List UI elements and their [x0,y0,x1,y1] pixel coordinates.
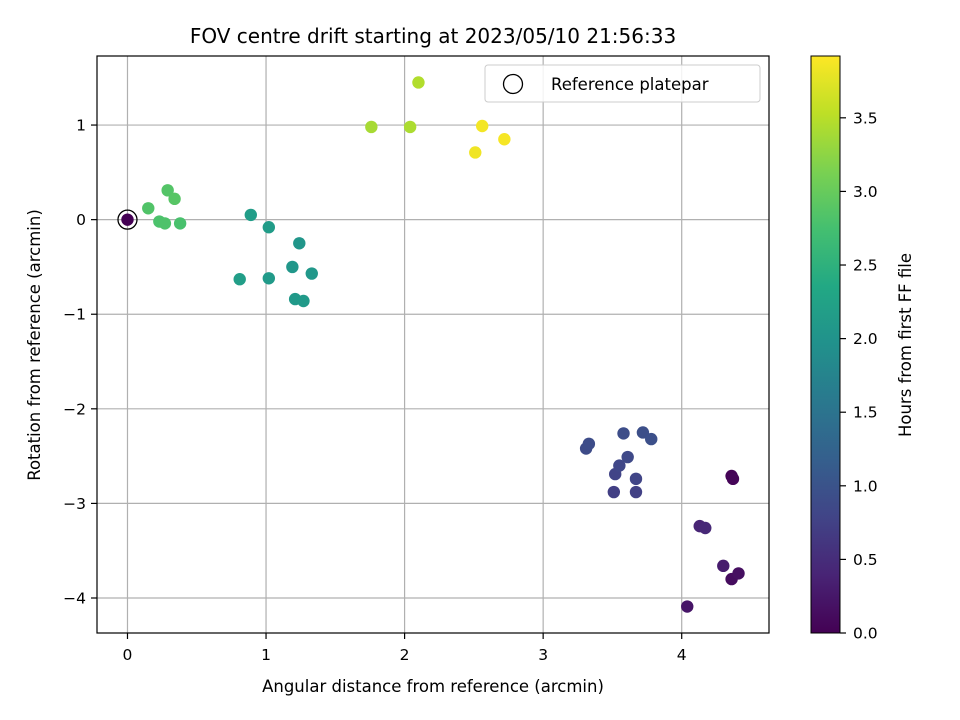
y-tick-label: −3 [63,495,86,513]
data-point [158,217,172,230]
colorbar: 0.0 0.5 1.0 1.5 2.0 2.5 3.0 3.5 Hours from firs… [810,55,915,643]
data-point [262,272,276,285]
data-point [244,208,257,222]
data-point [732,567,745,580]
x-tick-label: 0 [123,646,133,664]
data-point [717,559,730,573]
data-point [403,120,417,134]
colorbar-tick-label: 1.0 [853,477,878,495]
data-point [161,184,174,197]
y-tick-label: −4 [63,590,86,608]
data-point [636,426,650,439]
colorbar-tick-label: 0.5 [853,551,878,569]
data-point [142,202,155,215]
data-point [365,120,378,134]
data-point [121,213,134,226]
data-point [613,459,626,472]
data-point [582,437,596,451]
data-point [297,294,310,308]
x-tick-label: 1 [261,646,271,664]
data-point [233,273,246,286]
x-tick-label: 4 [677,646,687,664]
x-axis-ticks: 0 1 2 3 4 [123,633,687,664]
legend-entry-reference: Reference platepar [551,75,709,94]
data-point [699,521,712,535]
legend: Reference platepar [484,64,761,103]
colorbar-tick-label: 2.5 [853,257,878,275]
data-point [629,472,643,486]
data-point [412,76,425,89]
data-point [607,485,621,499]
data-point [681,600,694,613]
data-point [498,133,511,146]
data-point [621,450,634,464]
colorbar-ticks: 0.0 0.5 1.0 1.5 2.0 2.5 3.0 3.5 [840,109,878,643]
x-tick-label: 2 [400,646,410,664]
y-tick-label: −2 [63,400,86,418]
data-point [293,237,306,250]
y-tick-label: 1 [76,117,86,135]
colorbar-tick-label: 3.5 [853,109,878,127]
y-tick-label: −1 [63,306,86,324]
legend-frame [484,64,761,103]
data-point [286,260,299,274]
colorbar-tick-label: 3.0 [853,183,878,201]
y-axis-label: Rotation from reference (arcmin) [25,209,44,481]
colorbar-tick-label: 2.0 [853,330,878,348]
legend-marker-reference [502,73,524,95]
reference-platepar-marker [117,209,138,230]
y-tick-label: 0 [76,211,86,229]
data-point [262,221,276,234]
data-point [645,432,658,446]
data-point [173,217,187,230]
x-tick-label: 3 [538,646,548,664]
data-point [469,146,482,159]
x-axis-label: Angular distance from reference (arcmin) [262,677,604,696]
data-point [305,267,318,280]
data-point [168,192,181,206]
data-point [726,472,740,486]
plot-area-frame [96,55,770,634]
grid [97,56,769,633]
colorbar-tick-label: 1.5 [853,404,878,422]
data-points [117,76,745,613]
colorbar-tick-label: 0.0 [853,625,878,643]
colorbar-gradient [810,55,841,634]
y-axis-ticks: 1 0 −1 −2 −3 −4 [63,117,97,608]
data-point [617,427,630,440]
chart-title: FOV centre drift starting at 2023/05/10 … [190,24,676,48]
data-point [475,119,489,133]
colorbar-label: Hours from first FF file [896,253,915,437]
data-point [629,485,643,499]
